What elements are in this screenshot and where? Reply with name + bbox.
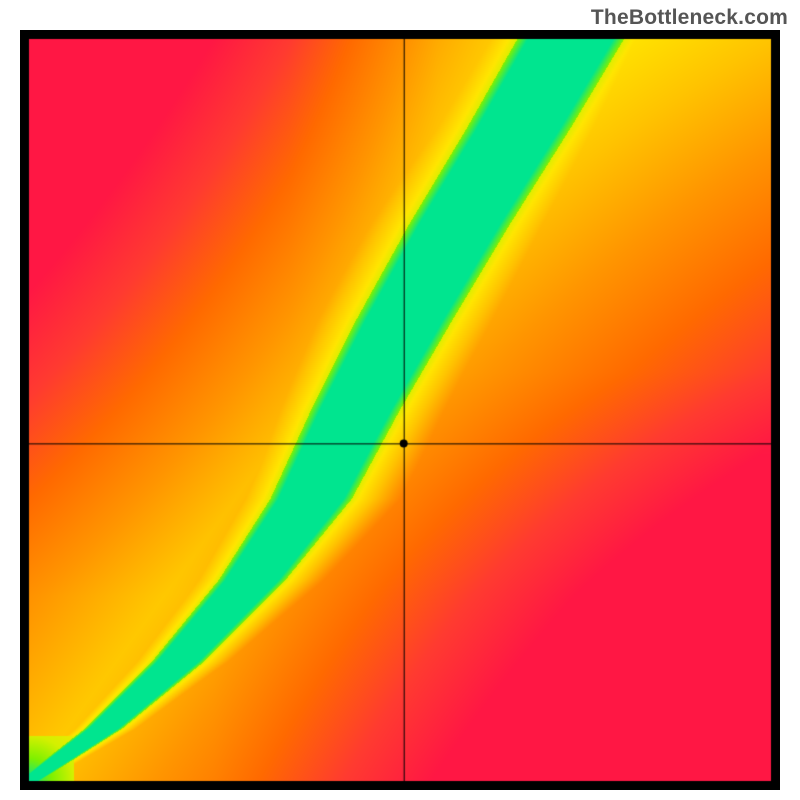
watermark-text: TheBottleneck.com (591, 6, 788, 30)
heatmap-canvas (20, 30, 780, 790)
page-root: TheBottleneck.com (0, 0, 800, 800)
bottleneck-heatmap (20, 30, 780, 790)
